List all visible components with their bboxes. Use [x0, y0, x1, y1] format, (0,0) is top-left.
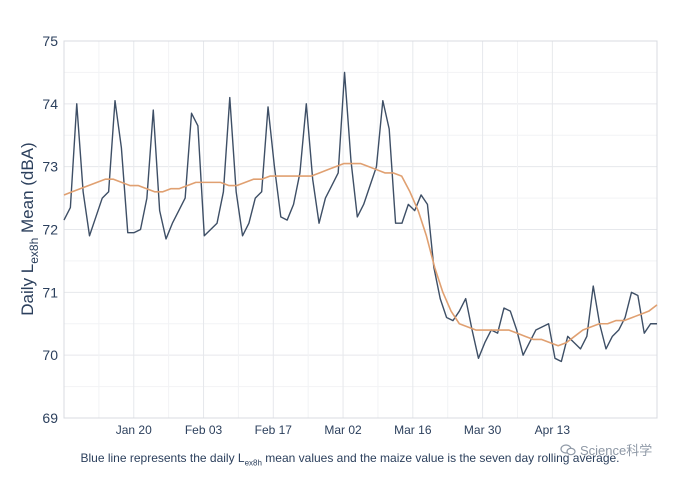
grid-lines	[64, 40, 657, 419]
x-tick-label: Feb 17	[255, 423, 293, 437]
y-axis-label-sub: ex8h	[27, 238, 41, 264]
series-line-daily	[63, 71, 657, 363]
caption-after: mean values and the maize value is the s…	[261, 451, 620, 465]
series-group	[63, 71, 658, 363]
caption: Blue line represents the daily Lex8h mea…	[0, 451, 700, 467]
y-axis-label-main: Daily L	[18, 264, 37, 316]
wechat-icon	[560, 443, 576, 455]
y-tick-label: 73	[42, 159, 58, 175]
caption-sub: ex8h	[244, 458, 262, 468]
watermark: Science科学	[560, 440, 652, 459]
y-axis-ticks: 69 70 71 72 73 74 75	[42, 33, 58, 426]
plot-frame	[63, 40, 658, 419]
watermark-text: Science科学	[580, 443, 653, 458]
y-tick-label: 74	[42, 96, 58, 112]
x-tick-label: Jan 20	[116, 423, 152, 437]
y-tick-label: 70	[42, 347, 58, 363]
y-axis-label-rest: Mean (dBA)	[18, 142, 37, 237]
x-tick-label: Mar 16	[394, 423, 432, 437]
x-tick-label: Mar 02	[324, 423, 362, 437]
x-tick-label: Mar 30	[464, 423, 502, 437]
y-axis-label: Daily Lex8h Mean (dBA)	[18, 142, 41, 315]
caption-before: Blue line represents the daily L	[80, 451, 245, 465]
x-axis-ticks: Jan 20 Feb 03 Feb 17 Mar 02 Mar 16 Mar 30 Apr …	[116, 423, 571, 437]
y-tick-label: 69	[42, 410, 58, 426]
y-tick-label: 72	[42, 222, 58, 238]
x-tick-label: Feb 03	[185, 423, 223, 437]
series-line-rolling-average	[63, 162, 658, 347]
x-tick-label: Apr 13	[535, 423, 571, 437]
y-tick-label: 71	[42, 284, 58, 300]
y-tick-label: 75	[42, 33, 58, 49]
